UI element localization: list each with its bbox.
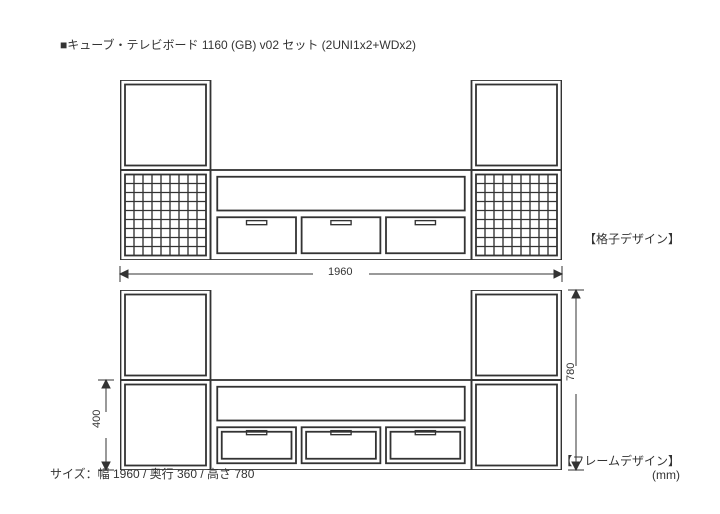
frame-design-label: 【フレームデザイン】 xyxy=(560,452,680,469)
lattice-design-label: 【格子デザイン】 xyxy=(584,230,680,247)
size-label: サイズ：幅 1960 / 奥行 360 / 高さ 780 xyxy=(50,465,254,482)
product-title: ■キューブ・テレビボード 1160 (GB) v02 セット (2UNI1x2+… xyxy=(60,36,416,53)
width-dim-label: 1960 xyxy=(328,266,352,278)
partial-dim-label: 400 xyxy=(91,410,103,428)
lattice-design-view xyxy=(120,80,562,260)
height-dim-label: 780 xyxy=(565,363,577,381)
frame-design-view xyxy=(120,290,562,470)
unit-label: (mm) xyxy=(652,468,680,482)
